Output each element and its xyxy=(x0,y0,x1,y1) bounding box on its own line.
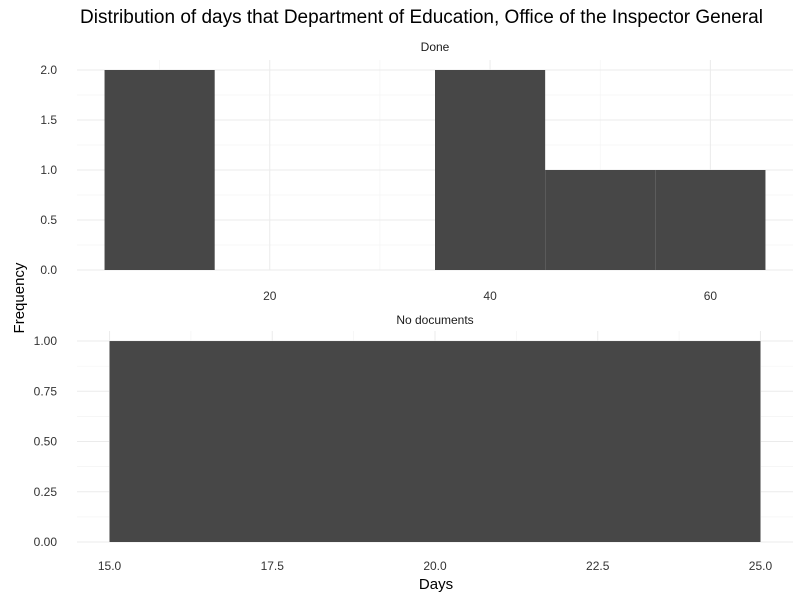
y-tick-label: 0.25 xyxy=(34,485,58,499)
y-tick-label: 0.5 xyxy=(40,213,57,227)
histogram-bar xyxy=(435,70,546,270)
y-tick-label: 2.0 xyxy=(40,63,57,77)
facet-strip-label: No documents xyxy=(396,313,473,327)
histogram-bar xyxy=(655,170,766,270)
y-tick-label: 0.0 xyxy=(40,263,57,277)
y-axis-title: Frequency xyxy=(11,262,28,333)
x-tick-label: 20.0 xyxy=(423,559,447,573)
x-tick-label: 20 xyxy=(263,289,277,303)
y-tick-label: 0.75 xyxy=(34,384,58,398)
x-axis-title: Days xyxy=(419,576,453,593)
x-tick-label: 60 xyxy=(704,289,718,303)
x-tick-label: 22.5 xyxy=(586,559,610,573)
facet-strip-label: Done xyxy=(421,40,450,54)
y-tick-label: 0.50 xyxy=(34,435,58,449)
histogram-bar xyxy=(545,170,656,270)
histogram-bar xyxy=(104,70,215,270)
chart-title: Distribution of days that Department of … xyxy=(80,7,763,28)
facet-panel-0: 0.0 0.5 1.0 1.5 2.0 20 40 60 Done xyxy=(40,40,793,303)
x-tick-label: 40 xyxy=(483,289,497,303)
x-tick-label: 25.0 xyxy=(749,559,773,573)
x-tick-label: 17.5 xyxy=(261,559,285,573)
y-tick-label: 1.00 xyxy=(34,334,58,348)
histogram-bar xyxy=(109,341,761,542)
facet-panel-1: 0.00 0.25 0.50 0.75 1.00 15.0 17.5 20.0 22.5 25.0… xyxy=(34,313,793,573)
y-tick-label: 1.5 xyxy=(40,113,57,127)
y-tick-label: 1.0 xyxy=(40,163,57,177)
y-tick-label: 0.00 xyxy=(34,535,58,549)
x-tick-label: 15.0 xyxy=(98,559,122,573)
